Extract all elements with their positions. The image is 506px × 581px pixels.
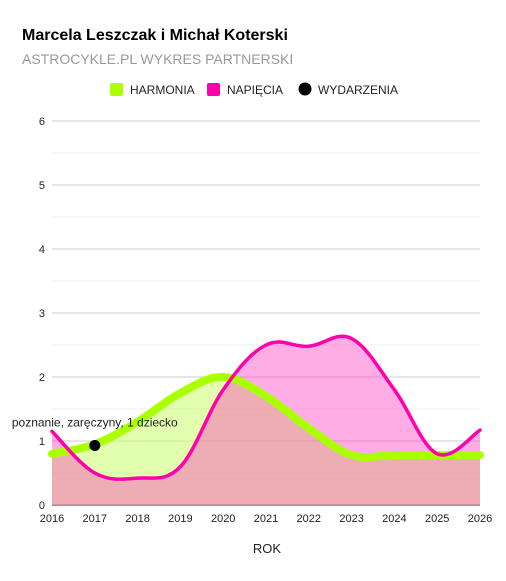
series-area-napięcia xyxy=(52,336,480,505)
x-tick-label: 2020 xyxy=(211,513,235,525)
x-tick-label: 2024 xyxy=(382,513,406,525)
legend-swatch-napiecia xyxy=(207,83,220,96)
y-tick-label: 1 xyxy=(39,436,45,448)
plot-lines xyxy=(48,334,484,481)
chart-title: Marcela Leszczak i Michał Koterski xyxy=(22,27,288,44)
legend-label-harmonia: HARMONIA xyxy=(130,83,195,97)
y-tick-label: 6 xyxy=(39,116,45,128)
y-tick-label: 2 xyxy=(39,372,45,384)
x-tick-label: 2018 xyxy=(125,513,149,525)
x-tick-label: 2025 xyxy=(425,513,449,525)
series-line-napięcia xyxy=(50,334,482,481)
legend-marker-wydarzenia xyxy=(298,82,312,96)
x-tick-label: 2022 xyxy=(297,513,321,525)
y-tick-label: 5 xyxy=(39,180,45,192)
x-tick-label: 2019 xyxy=(168,513,192,525)
event-label: poznanie, zaręczyny, 1 dziecko xyxy=(12,415,178,429)
y-tick-label: 0 xyxy=(39,500,45,512)
event-point xyxy=(89,439,101,451)
legend-label-napiecia: NAPIĘCIA xyxy=(227,83,283,97)
x-tick-label: 2021 xyxy=(254,513,278,525)
x-tick-label: 2016 xyxy=(40,513,64,525)
x-tick-label: 2023 xyxy=(339,513,363,525)
y-axis-ticks: 0 1 2 3 4 5 6 xyxy=(39,116,45,512)
series-line-harmonia xyxy=(48,373,484,462)
x-tick-label: 2017 xyxy=(83,513,107,525)
x-axis-title: ROK xyxy=(253,541,282,556)
legend-swatch-harmonia xyxy=(110,83,123,96)
y-tick-label: 3 xyxy=(39,308,45,320)
x-tick-label: 2026 xyxy=(468,513,492,525)
event-points: poznanie, zaręczyny, 1 dziecko xyxy=(12,415,178,451)
legend: HARMONIA NAPIĘCIA WYDARZENIA xyxy=(110,82,398,97)
legend-label-wydarzenia: WYDARZENIA xyxy=(318,83,398,97)
y-tick-label: 4 xyxy=(39,244,45,256)
x-axis-ticks: 2016 2017 2018 2019 2020 2021 2022 2023 2024 2025… xyxy=(40,513,492,525)
chart-subtitle: ASTROCYKLE.PL WYKRES PARTNERSKI xyxy=(22,51,293,67)
